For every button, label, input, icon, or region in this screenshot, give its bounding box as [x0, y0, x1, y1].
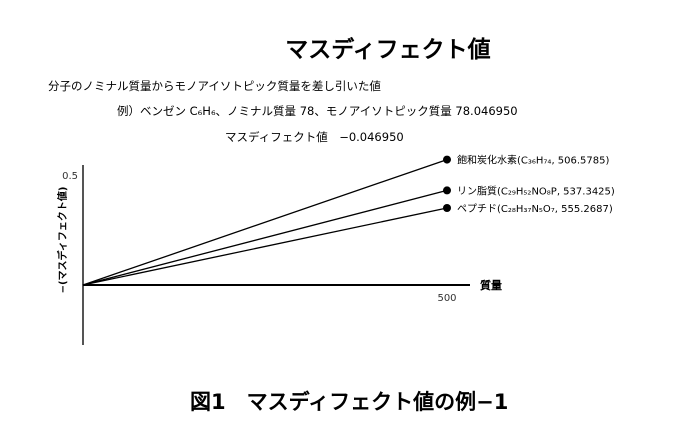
- series-end-marker: [443, 204, 451, 212]
- figure-title: マスディフェクト値: [285, 37, 491, 63]
- y-tick-label: 0.5: [62, 171, 78, 182]
- x-axis-label: 質量: [480, 278, 502, 292]
- x-tick-label: 500: [437, 293, 456, 304]
- description-line-2: 例）ベンゼン C₆H₆、ノミナル質量 78、モノアイソトピック質量 78.046…: [117, 104, 518, 118]
- y-axis-label: −(マスディフェクト値): [56, 187, 69, 294]
- description-line-3: マスディフェクト値 −0.046950: [225, 130, 404, 144]
- series-label: ペプチド(C₂₈H₃₇N₅O₇, 555.2687): [457, 203, 613, 215]
- series-line: [82, 189, 448, 286]
- series-end-marker: [443, 155, 451, 164]
- series-end-marker: [443, 186, 451, 195]
- description-line-1: 分子のノミナル質量からモノアイソトピック質量を差し引いた値: [48, 79, 381, 93]
- series-line: [82, 207, 448, 286]
- series-label: リン脂質(C₂₉H₅₂NO₈P, 537.3425): [457, 184, 615, 197]
- series-line: [82, 158, 448, 286]
- figure-caption: 図1 マスディフェクト値の例−1: [190, 390, 509, 414]
- series-label: 飽和炭化水素(C₃₆H₇₄, 506.5785): [457, 154, 610, 167]
